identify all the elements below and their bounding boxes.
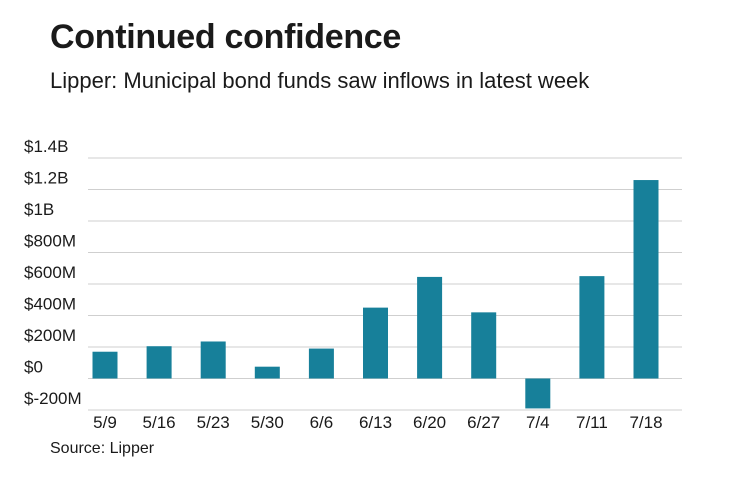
chart-title: Continued confidence	[50, 18, 402, 56]
bar-6-6	[308, 348, 334, 379]
bar-5-23	[200, 341, 226, 379]
y-tick-label: $200M	[24, 326, 76, 345]
x-axis-tick-labels: 5/9 5/16 5/23 5/30 6/6 6/13 6/20 6/27 7/4 7/11 7/1…	[93, 413, 662, 432]
x-tick-label: 7/18	[629, 413, 662, 432]
x-tick-label: 5/30	[251, 413, 284, 432]
y-tick-label: $1.4B	[24, 137, 68, 156]
bar-6-13	[363, 307, 388, 379]
x-tick-label: 6/13	[359, 413, 392, 432]
x-tick-label: 7/11	[576, 413, 608, 432]
x-tick-label: 7/4	[526, 413, 550, 432]
bars	[92, 180, 659, 409]
y-tick-label: $800M	[24, 232, 76, 251]
bar-7-18	[633, 180, 659, 379]
x-tick-label: 5/9	[93, 413, 117, 432]
bar-6-27	[471, 312, 497, 379]
y-tick-label: $1B	[24, 200, 54, 219]
y-tick-label: $1.2B	[24, 169, 68, 188]
bar-5-16	[146, 346, 172, 379]
x-tick-label: 6/6	[310, 413, 334, 432]
x-tick-label: 6/20	[413, 413, 446, 432]
x-tick-label: 5/23	[197, 413, 230, 432]
y-axis-tick-labels: $-200M $0 $200M $400M $600M $800M $1B $1.2B $1.4…	[24, 137, 82, 408]
y-tick-label: $400M	[24, 295, 76, 314]
bar-5-9	[92, 351, 118, 379]
source-note: Source: Lipper	[50, 440, 155, 457]
bar-6-20	[417, 276, 443, 379]
x-tick-label: 6/27	[467, 413, 500, 432]
y-tick-label: $-200M	[24, 389, 82, 408]
bar-5-30	[254, 366, 280, 379]
x-tick-label: 5/16	[143, 413, 176, 432]
y-tick-label: $600M	[24, 263, 76, 282]
chart-subtitle: Lipper: Municipal bond funds saw inflows…	[50, 68, 590, 93]
y-tick-label: $0	[24, 358, 43, 377]
bar-7-11	[579, 276, 605, 379]
bar-7-4	[525, 378, 551, 409]
